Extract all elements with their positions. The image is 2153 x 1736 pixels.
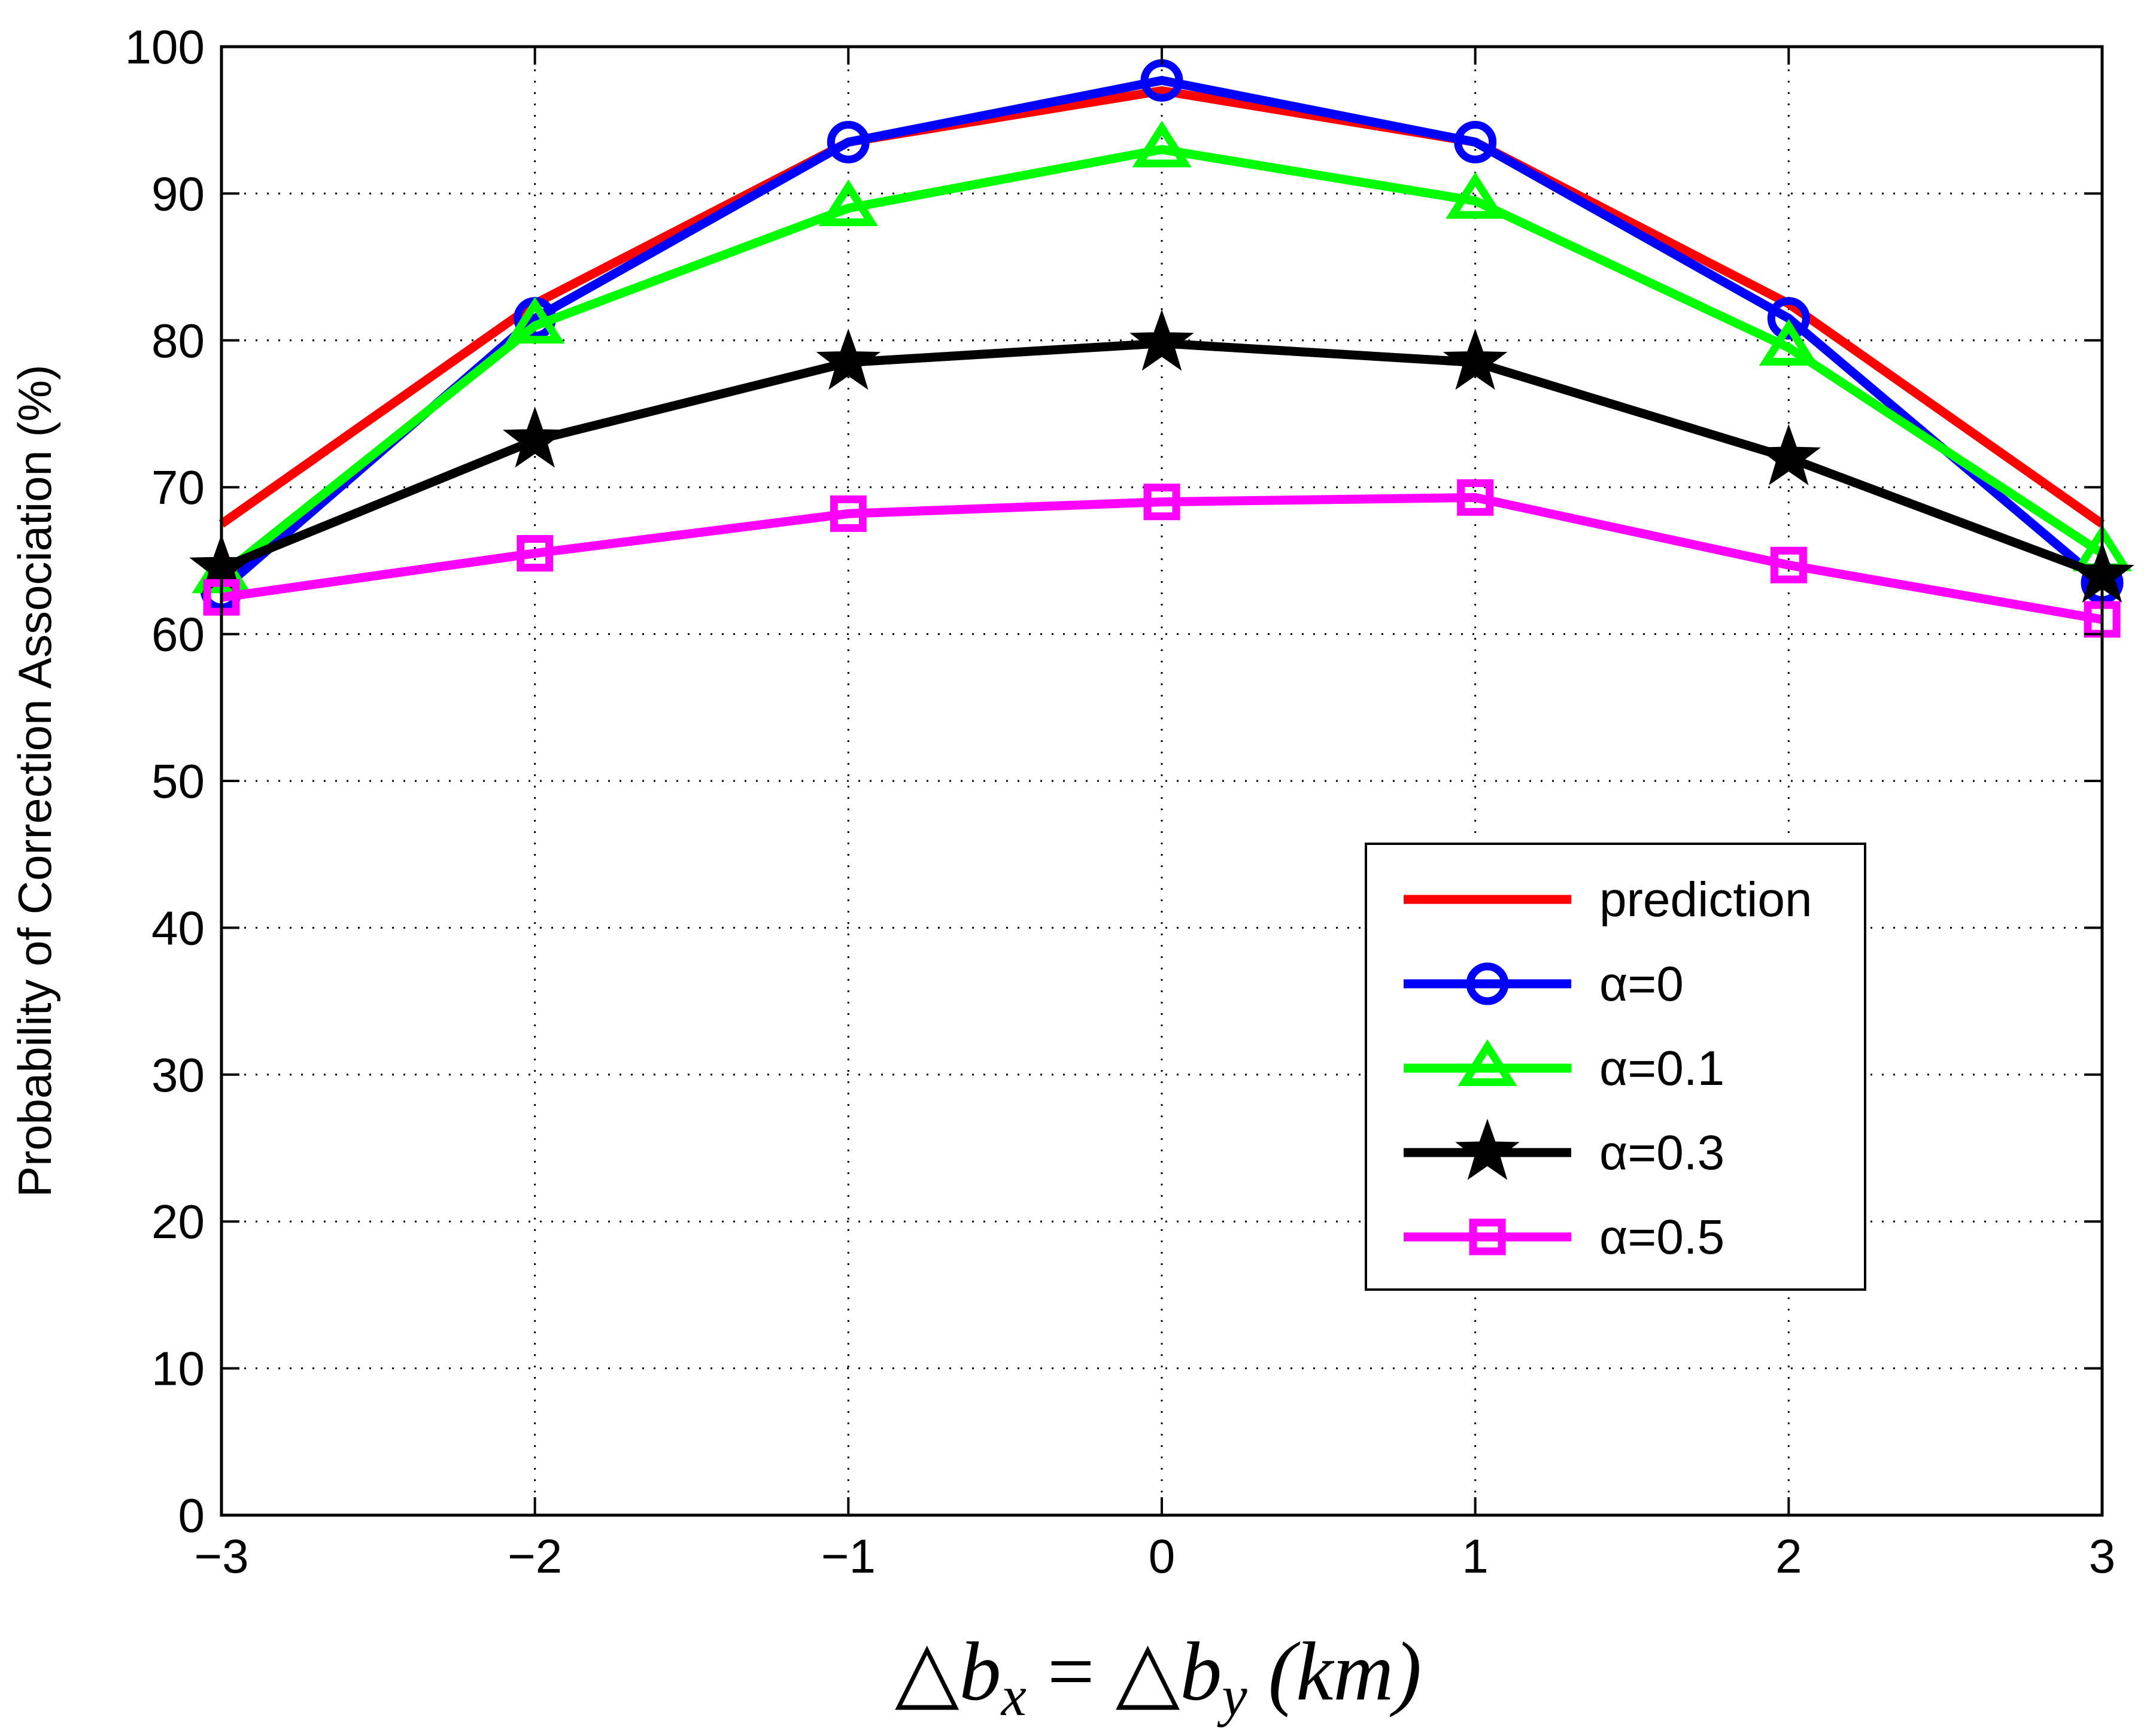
data-point-alpha-3 [1129,309,1194,371]
x-axis-label-sub-y: y [1217,1664,1247,1728]
data-point-alpha-4 [1457,479,1494,516]
y-tick-label: 60 [151,608,205,661]
data-point-alpha-2 [505,297,565,344]
series-line-alpha-4 [220,492,2103,624]
legend-marker [1469,1218,1506,1255]
x-axis-label: △bx = △by (km) [895,1625,1422,1728]
legend-marker [1455,1118,1520,1180]
y-tick-label: 40 [151,901,205,954]
data-point-alpha-4 [1143,484,1180,521]
series-line-alpha-1 [218,75,2105,594]
y-tick-label: 100 [125,20,205,74]
legend: prediction α=0 α=0.1 α=0.3 α=0.5 [1365,843,1866,1291]
y-tick-label: 70 [151,461,205,514]
y-axis-label: Probability of Correction Association (%… [8,364,61,1197]
legend-marker [1457,1039,1517,1086]
data-point-alpha-3 [816,329,881,390]
y-tick-label: 30 [151,1048,205,1102]
legend-items: prediction α=0 α=0.1 α=0.3 α=0.5 [1404,872,1812,1264]
x-axis-label-delta-1: △ [895,1625,959,1718]
legend-label: α=0.5 [1599,1210,1724,1264]
x-tick-label: 1 [1462,1530,1489,1583]
x-axis-label-delta-2: △ [1116,1625,1180,1718]
y-tick-label: 20 [151,1195,205,1248]
x-axis-label-b-2: b [1180,1625,1222,1718]
legend-label: prediction [1599,872,1812,927]
x-tick-label: −1 [821,1530,876,1583]
x-tick-label: −2 [508,1530,562,1583]
data-point-alpha-2 [1132,120,1192,168]
legend-item: α=0.3 [1404,1118,1724,1180]
y-tick-label: 0 [178,1489,205,1542]
x-tick-label: 3 [2089,1530,2116,1583]
series-alpha-4 [203,479,2121,638]
data-point-alpha-2 [818,179,878,226]
data-point-alpha-3 [1443,329,1508,390]
legend-item: α=0.5 [1404,1210,1724,1264]
x-tick-label: 2 [1775,1530,1802,1583]
legend-label: α=0.1 [1599,1041,1724,1096]
y-tick-label: 80 [151,314,205,367]
x-axis-label-equals: = [1027,1625,1116,1718]
x-axis-label-sub-x: x [1000,1664,1027,1728]
legend-marker [1466,962,1509,1005]
series-group [189,59,2134,638]
x-axis-label-unit: (km) [1247,1625,1422,1718]
legend-item: prediction [1404,872,1812,927]
y-tick-label: 50 [151,755,205,808]
data-point-alpha-4 [1770,546,1807,583]
data-point-alpha-2 [1446,172,1505,219]
data-point-alpha-4 [830,495,867,532]
x-tick-label: 0 [1149,1530,1176,1583]
data-point-alpha-4 [517,535,554,572]
y-tick-label: 90 [151,167,205,220]
data-point-alpha-2 [1759,318,1818,366]
data-point-alpha-1 [1767,297,1810,340]
legend-label: α=0 [1599,957,1684,1011]
y-tick-label: 10 [151,1342,205,1396]
legend-item: α=0 [1404,957,1684,1011]
x-axis-label-b-1: b [959,1625,1001,1718]
legend-label: α=0.3 [1599,1126,1724,1180]
data-point-alpha-1 [827,121,870,164]
series-alpha-3 [189,309,2134,603]
x-tick-label: −3 [194,1530,248,1583]
data-point-alpha-1 [1454,121,1497,164]
data-point-alpha-3 [502,406,567,468]
series-line-alpha-2 [218,145,2105,579]
data-point-alpha-3 [1756,424,1821,485]
legend-item: α=0.1 [1404,1039,1724,1096]
ticks [220,45,2103,1516]
